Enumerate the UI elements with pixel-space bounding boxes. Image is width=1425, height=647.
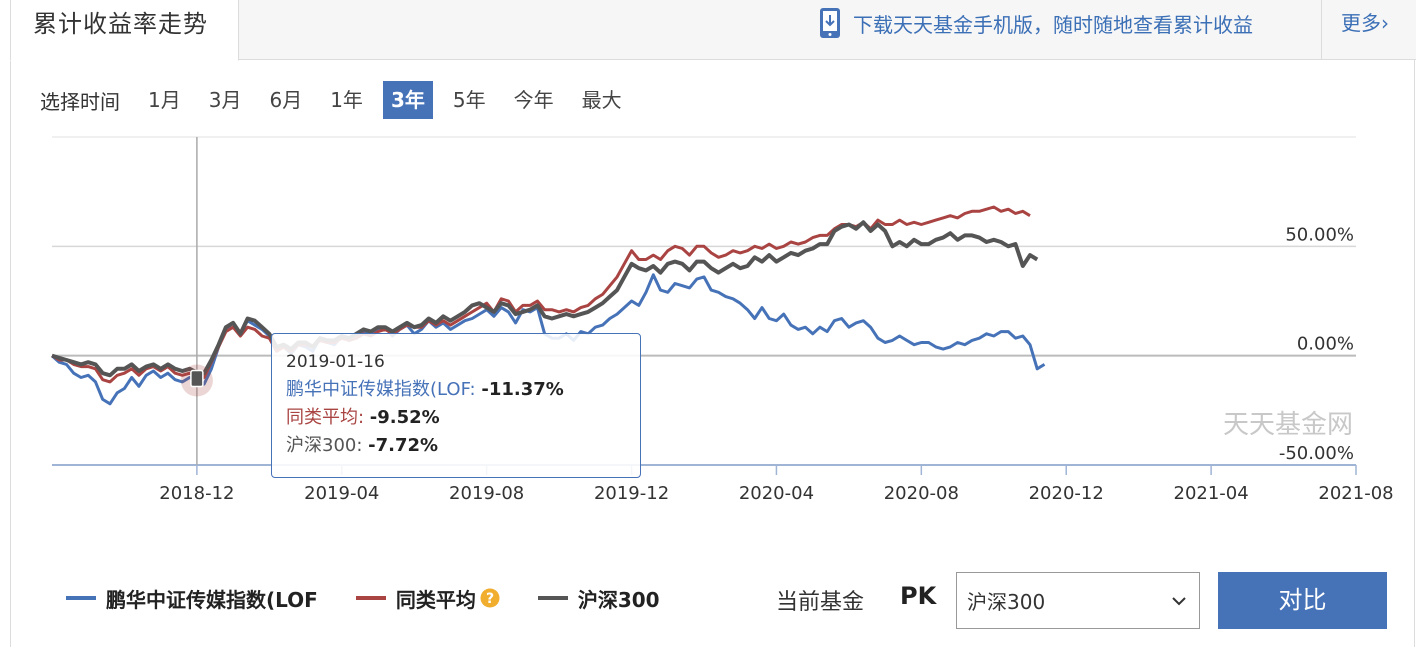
header-divider [1321, 0, 1322, 60]
compare-target-select[interactable]: 沪深300 [956, 572, 1200, 629]
legend-label-fund: 鹏华中证传媒指数(LOF [106, 587, 318, 612]
more-link-text: 更多 [1341, 11, 1381, 35]
range-3y-button[interactable]: 3年 [382, 81, 433, 119]
x-tick-label: 2020-04 [739, 483, 814, 504]
x-tick-label: 2021-04 [1174, 483, 1249, 504]
time-range-label: 选择时间 [40, 89, 120, 114]
mobile-phone-icon [820, 8, 840, 38]
tooltip-row-index: 沪深300: -7.72% [286, 435, 439, 456]
download-link-text: 下载天天基金手机版，随时随地查看累计收益 [853, 12, 1253, 37]
x-tick-label: 2020-12 [1029, 483, 1104, 504]
legend-swatch-index [537, 596, 568, 600]
tooltip-peer-label: 同类平均 [286, 407, 358, 428]
range-1y-button[interactable]: 1年 [330, 88, 363, 112]
x-tick-label: 2018-12 [159, 483, 234, 504]
watermark-text: 天天基金网 [1223, 410, 1353, 440]
series-line-index [51, 220, 1039, 378]
range-3m-button[interactable]: 3月 [208, 88, 242, 112]
more-link[interactable]: 更多› [1341, 6, 1389, 40]
question-circle-icon[interactable]: ? [480, 588, 500, 608]
tooltip-index-label: 沪深300 [286, 435, 357, 456]
legend-item-index[interactable]: 沪深300 [537, 584, 660, 613]
compare-select-value: 沪深300 [967, 590, 1046, 614]
legend-label-index: 沪深300 [577, 587, 660, 612]
x-tick-label: 2019-12 [594, 483, 669, 504]
legend-swatch-fund [66, 596, 96, 600]
range-6m-button[interactable]: 6月 [269, 88, 303, 112]
legend-item-peer[interactable]: 同类平均 ? [355, 584, 500, 613]
pk-label: PK [900, 582, 937, 610]
tooltip-fund-value: -11.37% [481, 379, 564, 400]
tooltip-fund-label: 鹏华中证传媒指数(LOF [286, 379, 470, 400]
legend-item-fund[interactable]: 鹏华中证传媒指数(LOF [66, 584, 318, 613]
compare-button[interactable]: 对比 [1218, 572, 1387, 629]
tooltip-row-peer: 同类平均: -9.52% [286, 407, 440, 428]
page-title: 累计收益率走势 [10, 0, 239, 61]
return-chart[interactable]: 50.00% 0.00% -50.00% 2018-12 2019-04 2019-08 2… [0, 0, 1425, 530]
download-app-link[interactable]: 下载天天基金手机版，随时随地查看累计收益 [819, 6, 1253, 40]
header-bar: 累计收益率走势 下载天天基金手机版，随时随地查看累计收益 更多› [10, 0, 1416, 61]
legend-label-peer: 同类平均 [395, 587, 476, 612]
x-tick-label: 2019-04 [304, 483, 379, 504]
chevron-down-icon [1172, 597, 1186, 606]
hover-marker [190, 369, 204, 388]
fund-return-panel: 累计收益率走势 下载天天基金手机版，随时随地查看累计收益 更多› [10, 0, 1416, 647]
range-ytd-button[interactable]: 今年 [513, 88, 554, 112]
current-fund-label: 当前基金 [776, 590, 865, 615]
tooltip-date: 2019-01-16 [286, 352, 385, 372]
legend-swatch-peer [355, 596, 386, 600]
chart-tooltip: 2019-01-16 鹏华中证传媒指数(LOF: -11.37% 同类平均: -… [271, 333, 641, 478]
tooltip-peer-value: -9.52% [369, 407, 440, 428]
x-tick-label: 2021-08 [1318, 483, 1393, 504]
chevron-right-icon: › [1381, 11, 1389, 35]
y-tick-label: 0.00% [1297, 334, 1354, 355]
y-tick-label: 50.00% [1285, 224, 1354, 245]
x-tick-label: 2019-08 [449, 483, 524, 504]
svg-text:?: ? [486, 591, 494, 607]
time-range-selector: 选择时间 1月 3月 6月 1年 3年 5年 今年 最大 [40, 80, 636, 120]
tooltip-row-fund: 鹏华中证传媒指数(LOF: -11.37% [286, 379, 564, 400]
range-max-button[interactable]: 最大 [581, 88, 622, 112]
range-1m-button[interactable]: 1月 [148, 88, 181, 112]
y-tick-label: -50.00% [1279, 443, 1354, 464]
tooltip-index-value: -7.72% [368, 435, 439, 456]
chart-legend: 鹏华中证传媒指数(LOF 同类平均 ? 沪深300 [66, 578, 698, 618]
range-5y-button[interactable]: 5年 [452, 88, 486, 112]
x-tick-label: 2020-08 [884, 483, 959, 504]
